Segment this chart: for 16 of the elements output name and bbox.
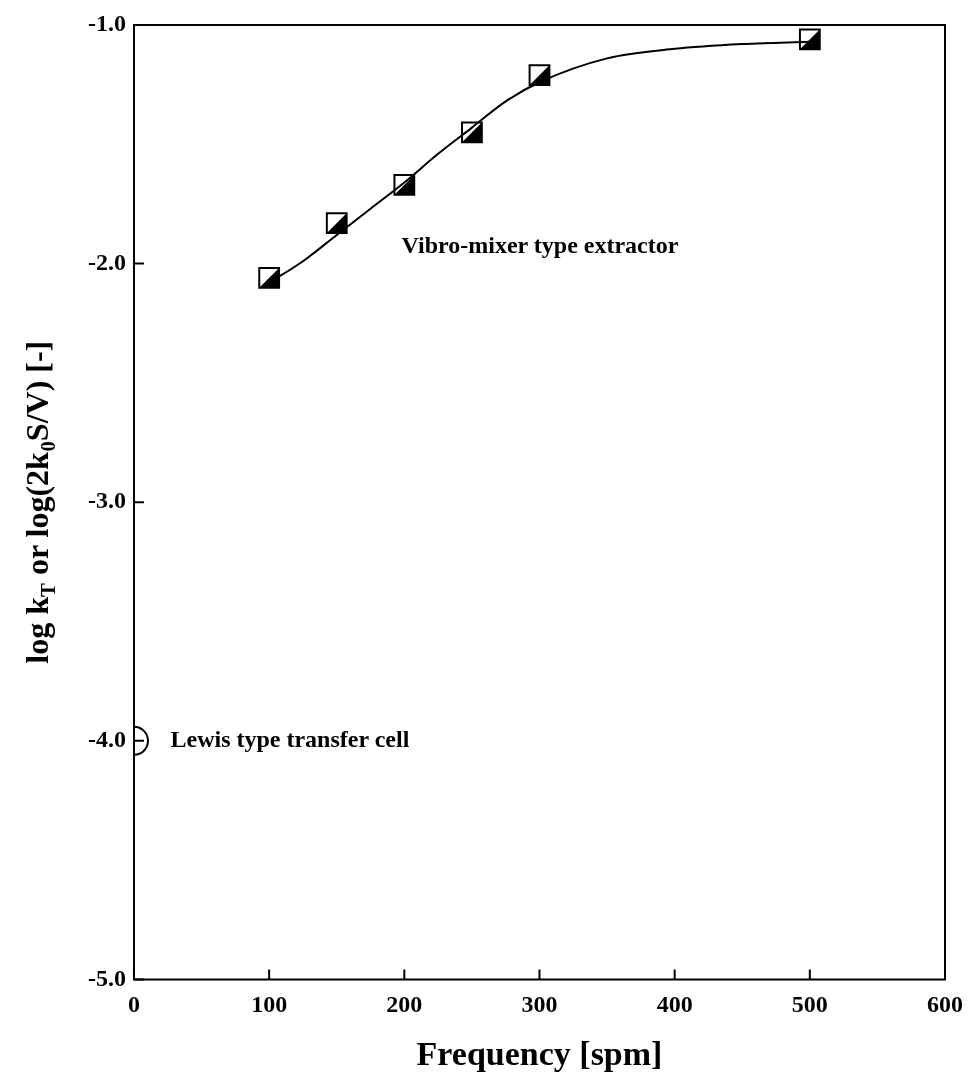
y-tick-label: -2.0 <box>87 248 126 275</box>
x-tick-label: 400 <box>656 991 693 1017</box>
x-tick-label: 600 <box>927 991 963 1017</box>
y-tick-label: -4.0 <box>87 726 126 752</box>
y-tick-label: -3.0 <box>87 487 126 514</box>
x-tick-label: 100 <box>251 991 288 1017</box>
x-tick-label: 200 <box>386 991 423 1017</box>
x-tick-label: 0 <box>127 991 140 1017</box>
y-tick-label: -5.0 <box>87 964 126 991</box>
x-tick-label: 500 <box>791 991 828 1017</box>
y-axis-title: log kT or log(2k0S/V) [-] <box>19 340 59 664</box>
x-axis-title: Frequency [spm] <box>416 1035 663 1073</box>
x-tick-label: 300 <box>521 991 558 1017</box>
annotation: Lewis type transfer cell <box>170 726 410 752</box>
annotation: Vibro-mixer type extractor <box>401 231 679 258</box>
y-tick-label: -1.0 <box>87 10 126 37</box>
